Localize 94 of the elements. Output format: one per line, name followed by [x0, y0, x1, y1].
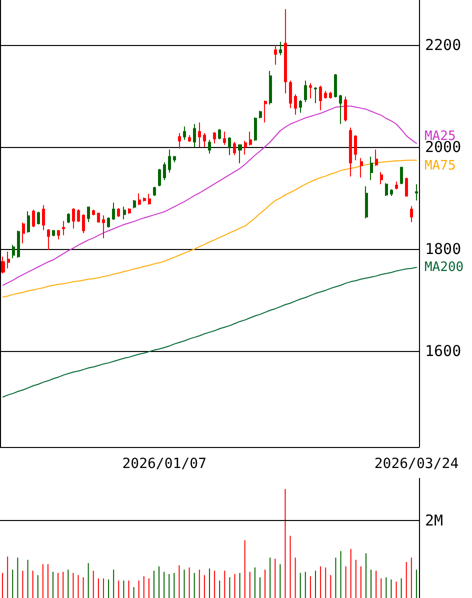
candlestick [223, 131, 226, 146]
candlestick [395, 181, 398, 190]
candlestick [365, 186, 368, 219]
candlestick [213, 132, 216, 144]
candlestick [138, 192, 141, 206]
series-label: MA200 [424, 260, 464, 275]
candlestick [92, 209, 95, 216]
candlestick [415, 184, 418, 202]
candlestick [87, 206, 90, 222]
candlestick [188, 134, 191, 142]
candlestick [178, 132, 181, 149]
candlestick [334, 73, 337, 98]
candlestick [17, 230, 20, 258]
line-series [2, 266, 417, 398]
candlestick [123, 206, 126, 220]
candlestick [153, 186, 156, 196]
candlestick [304, 80, 307, 103]
candlestick [47, 228, 50, 251]
candlestick [238, 144, 242, 164]
candlestick [344, 96, 347, 122]
candlestick [203, 132, 206, 148]
candlestick [405, 177, 408, 196]
candlestick [27, 210, 30, 234]
candlestick [249, 131, 252, 146]
candlestick [163, 162, 166, 181]
ref-line-label: 2M [425, 512, 444, 530]
candlestick [67, 212, 70, 224]
candlestick [107, 216, 110, 228]
candlestick [354, 134, 357, 161]
candlestick [62, 220, 65, 236]
candlestick [218, 128, 221, 140]
candlestick [329, 91, 332, 99]
candlestick [42, 204, 45, 231]
candlestick [400, 166, 403, 185]
candlestick [314, 86, 317, 104]
x-tick-label: 2026/01/07 [122, 456, 207, 472]
series-label: MA75 [424, 158, 456, 174]
line-series [2, 106, 417, 286]
candlestick [264, 100, 267, 123]
candlestick [82, 214, 85, 234]
candlestick [279, 41, 282, 56]
y-tick-label: 1600 [425, 342, 462, 360]
candlestick [102, 214, 105, 239]
y-tick-label: 1800 [425, 240, 462, 258]
candlestick [349, 127, 352, 178]
candlestick [198, 122, 201, 148]
candlestick [233, 141, 236, 156]
candlestick [390, 188, 393, 196]
candlestick [128, 208, 131, 214]
candlestick [208, 139, 211, 154]
candlestick [299, 100, 302, 114]
candlestick [380, 171, 383, 185]
y-tick-label: 2200 [425, 36, 462, 54]
candlestick [32, 209, 35, 228]
candlestick [324, 90, 327, 99]
candlestick [274, 44, 277, 66]
candlestick [117, 208, 120, 218]
candlestick [22, 222, 25, 244]
candlestick [410, 206, 413, 222]
candlestick [97, 212, 100, 223]
candlestick [339, 94, 342, 124]
candlestick [254, 116, 257, 142]
candlestick [193, 123, 196, 148]
candlestick [72, 208, 75, 230]
candlestick [244, 140, 247, 156]
candlestick [143, 196, 146, 202]
candlestick [319, 85, 322, 111]
candlestick [370, 156, 373, 181]
line-series [2, 160, 417, 298]
candlestick [360, 158, 363, 178]
candlestick [12, 244, 15, 259]
candlestick [37, 211, 40, 226]
candlestick [269, 70, 272, 106]
candlestick [173, 156, 176, 163]
candlestick [148, 193, 151, 206]
candlestick [228, 136, 231, 156]
candlestick [133, 200, 136, 209]
candlestick [375, 149, 378, 166]
candlestick [259, 110, 262, 119]
candlestick [294, 94, 297, 116]
candlestick [284, 8, 287, 94]
candlestick [168, 149, 171, 173]
candlestick [1, 256, 5, 274]
candlestick [52, 230, 55, 237]
candlestick [309, 82, 312, 99]
candlestick [77, 208, 80, 222]
candlestick [289, 80, 292, 109]
candlestick [57, 230, 60, 240]
candlestick [7, 251, 10, 269]
candlestick [158, 168, 161, 187]
candlestick [385, 182, 388, 196]
x-tick-label: 2026/03/24 [374, 456, 459, 472]
candlestick [112, 202, 115, 220]
candlestick [183, 126, 186, 140]
